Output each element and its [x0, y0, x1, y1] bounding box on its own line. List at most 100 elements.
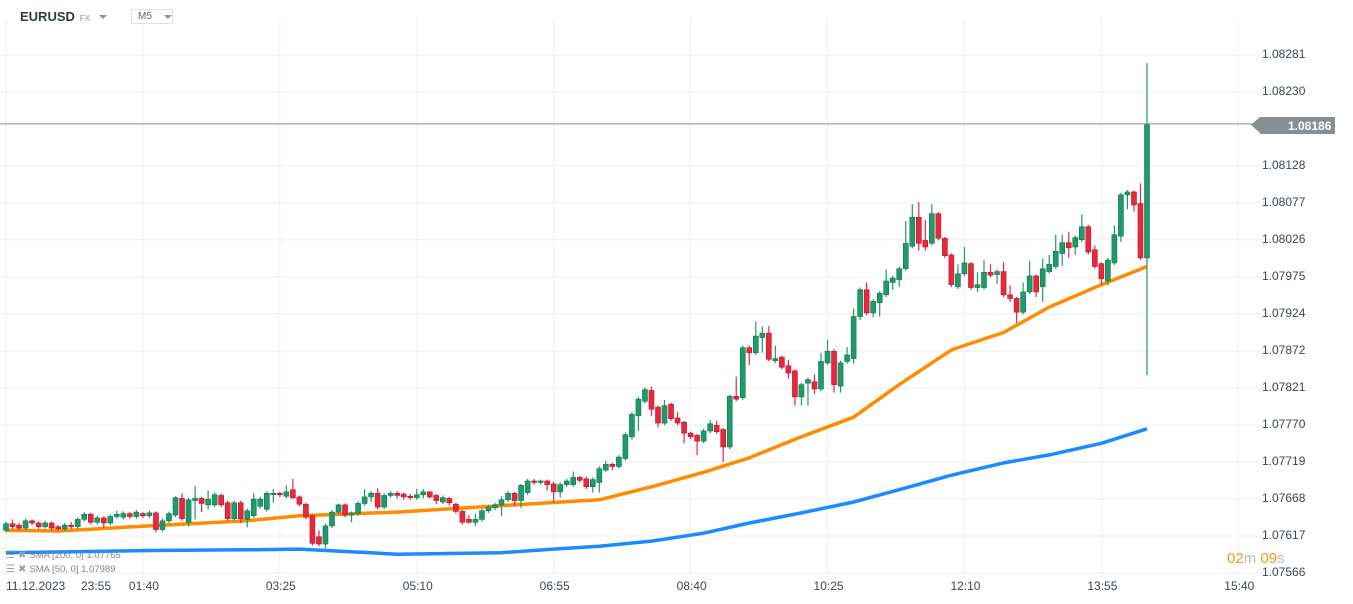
candle [642, 387, 648, 404]
candle-body [929, 213, 935, 244]
candle-body [779, 356, 785, 368]
date-label: 11.12.2023 [6, 579, 66, 593]
candle-body [1039, 268, 1046, 288]
price-tick-label: 1.07719 [1262, 454, 1306, 469]
timer-minutes-unit: m [1243, 550, 1257, 567]
candle-body [185, 499, 192, 523]
candle [433, 494, 440, 505]
time-tick-label: 13:55 [1087, 579, 1118, 593]
candle [531, 478, 537, 485]
candle [68, 522, 74, 529]
candle [629, 412, 635, 440]
candle [263, 491, 270, 512]
candle-body [1111, 234, 1118, 264]
candle [159, 518, 166, 532]
candle [1072, 235, 1079, 255]
candle-body [211, 494, 218, 506]
candle-body [498, 499, 505, 506]
candle-body [635, 398, 642, 417]
candle [316, 530, 322, 547]
candle-body [746, 347, 753, 354]
candle [426, 491, 433, 499]
candle-body [316, 536, 322, 545]
legend-sma200: ☰ ✖ SMA [200, 0] 1.07765 [6, 550, 121, 561]
candle-body [1000, 271, 1007, 296]
candle [3, 521, 9, 533]
candle [844, 346, 850, 364]
candle [922, 220, 929, 251]
candle [1131, 190, 1137, 212]
settings-lines-icon[interactable]: ☰ [6, 564, 15, 575]
candle [94, 515, 101, 525]
candle [955, 264, 961, 290]
candle [381, 493, 387, 510]
candle [785, 360, 792, 379]
candle [752, 321, 759, 355]
candle-body [733, 395, 740, 400]
candle-body [915, 216, 922, 244]
candle-body [1007, 294, 1013, 299]
candle [863, 282, 870, 316]
candle [296, 495, 303, 507]
candle-body [739, 347, 746, 398]
candle [453, 502, 459, 514]
candle-body [35, 522, 42, 527]
candle [1052, 234, 1059, 269]
candle [792, 369, 798, 406]
candle-body [479, 510, 485, 520]
candle-body [942, 237, 948, 256]
close-icon[interactable]: ✖ [17, 564, 27, 575]
candle [681, 420, 687, 444]
candle [205, 490, 211, 510]
candle [766, 325, 772, 362]
candle [400, 492, 407, 500]
candle-body [257, 498, 264, 507]
candle-body [381, 495, 387, 508]
candle [987, 264, 994, 278]
candle [726, 394, 733, 450]
candle [492, 502, 498, 510]
candle-body [948, 254, 955, 285]
chevron-down-icon[interactable] [99, 14, 108, 19]
price-tick-label: 1.07975 [1262, 268, 1306, 283]
candle [1079, 214, 1085, 242]
candle-body [955, 273, 961, 288]
candle [270, 488, 277, 503]
candle-body [433, 495, 440, 501]
candle-body [74, 519, 81, 527]
candle-body [1046, 264, 1052, 272]
candle [407, 494, 414, 500]
candle [446, 496, 453, 506]
settings-lines-icon[interactable]: ☰ [6, 550, 15, 561]
candle-body [3, 523, 9, 531]
candle [250, 493, 257, 518]
candle-body [361, 496, 368, 504]
close-icon[interactable]: ✖ [17, 550, 27, 561]
candle [283, 485, 290, 499]
candle [394, 491, 401, 499]
candle-body [1079, 226, 1085, 241]
candle-body [322, 525, 329, 545]
candle-body [883, 280, 890, 296]
candle-body [42, 522, 48, 527]
symbol-selector[interactable]: EURUSD FX [20, 9, 108, 24]
candle [348, 511, 355, 523]
candle-body [172, 497, 179, 516]
time-tick-label: 08:40 [676, 579, 707, 593]
candle-body [146, 512, 153, 517]
candle [172, 496, 179, 518]
candle-countdown: 02m 09s [1227, 550, 1285, 567]
candle [48, 521, 55, 531]
candle-body [772, 358, 779, 362]
candle [224, 500, 231, 521]
candle-body [1105, 259, 1111, 282]
price-tick-label: 1.08281 [1262, 47, 1306, 61]
candle [622, 432, 629, 461]
grid [0, 18, 1290, 578]
candle-body [224, 502, 231, 519]
candle [915, 202, 922, 251]
timeframe-select[interactable]: M5 [131, 9, 173, 24]
candle [687, 431, 694, 439]
candle [942, 236, 948, 258]
